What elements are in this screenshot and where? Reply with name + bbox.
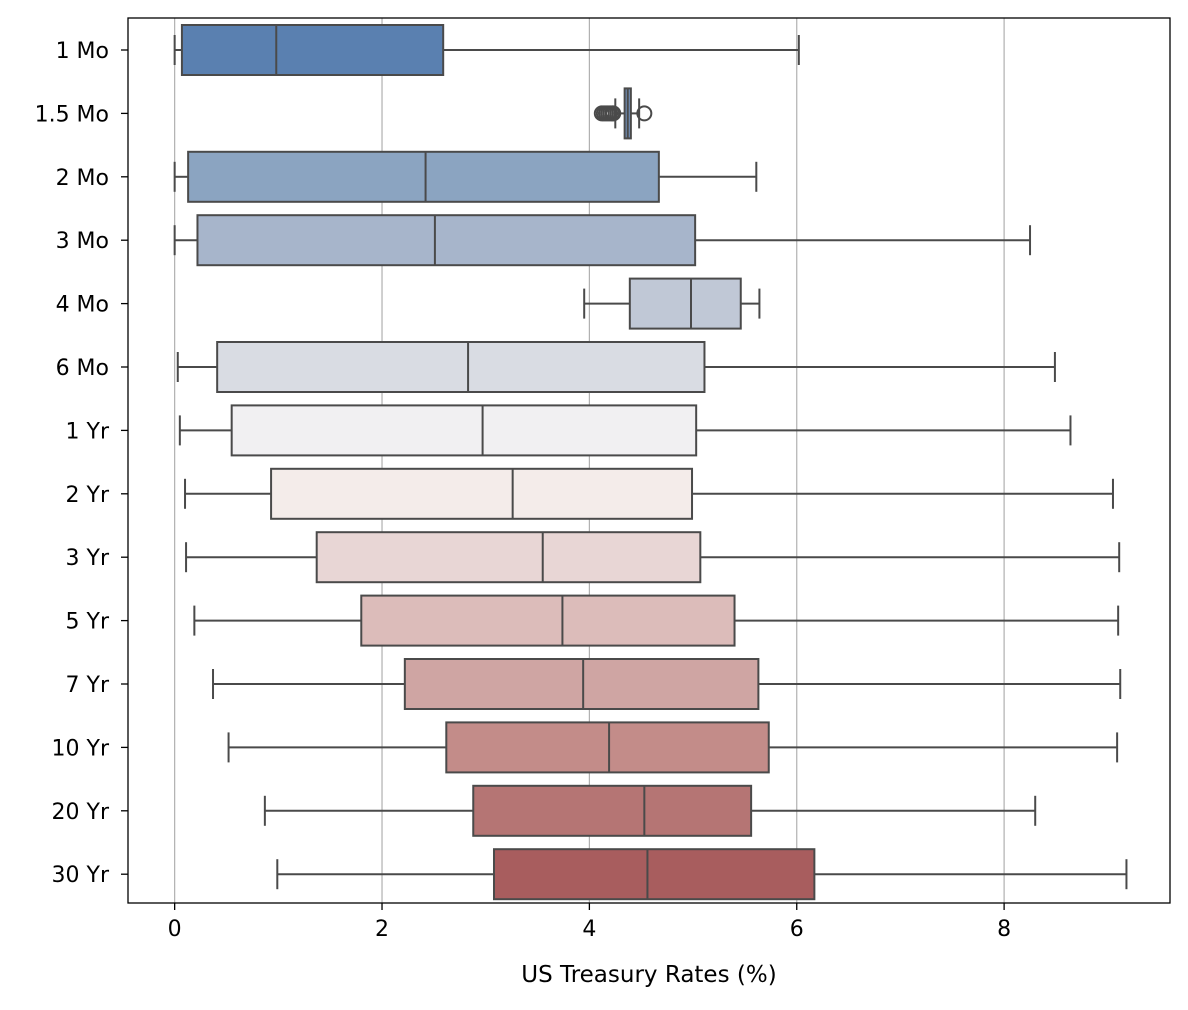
y-tick-label: 7 Yr xyxy=(66,673,110,698)
box-30-yr xyxy=(276,848,1128,901)
box-1-yr xyxy=(178,404,1072,457)
y-tick-label: 10 Yr xyxy=(52,736,110,761)
y-tick-label: 1 Mo xyxy=(56,39,109,64)
x-tick-label: 8 xyxy=(997,917,1011,942)
box-10-yr xyxy=(227,721,1119,774)
box-1-5-mo xyxy=(593,87,653,140)
box-iqr xyxy=(445,721,770,774)
box-7-yr xyxy=(212,658,1122,710)
y-tick-label: 2 Yr xyxy=(66,483,110,508)
y-tick-label: 4 Mo xyxy=(56,293,109,318)
x-tick-label: 4 xyxy=(582,917,596,942)
box-1-mo xyxy=(173,24,800,76)
box-iqr xyxy=(492,848,816,901)
x-tick-label: 2 xyxy=(375,917,389,942)
box-20-yr xyxy=(263,784,1037,837)
box-5-yr xyxy=(193,594,1120,647)
x-tick-layer: 0 2 4 6 8 xyxy=(168,903,1011,942)
y-tick-label: 1 Yr xyxy=(66,419,110,444)
box-2-mo xyxy=(173,150,758,203)
y-tick-label: 3 Yr xyxy=(66,546,110,571)
box-iqr xyxy=(270,467,694,520)
x-axis-label: US Treasury Rates (%) xyxy=(521,962,776,988)
y-tick-label: 2 Mo xyxy=(56,166,109,191)
box-iqr xyxy=(360,594,736,647)
box-layer xyxy=(173,24,1128,901)
box-iqr xyxy=(403,658,760,710)
outlier-point xyxy=(605,105,622,122)
box-iqr xyxy=(180,24,445,76)
y-tick-label: 6 Mo xyxy=(56,356,109,381)
x-tick-label: 6 xyxy=(790,917,804,942)
x-tick-label: 0 xyxy=(168,917,182,942)
box-iqr xyxy=(196,214,697,267)
box-iqr xyxy=(628,277,742,330)
y-tick-layer: 1 Mo 1.5 Mo 2 Mo 3 Mo 4 Mo 6 Mo 1 Yr 2 Yr 3 Yr 5 … xyxy=(35,39,128,888)
y-tick-label: 5 Yr xyxy=(66,610,110,635)
y-tick-label: 1.5 Mo xyxy=(35,102,109,127)
box-iqr xyxy=(230,404,698,457)
box-4-mo xyxy=(583,277,761,330)
box-3-yr xyxy=(185,531,1121,584)
box-iqr xyxy=(216,341,706,393)
box-iqr xyxy=(187,150,660,203)
y-tick-label: 20 Yr xyxy=(52,800,110,825)
box-6-mo xyxy=(176,341,1056,393)
box-iqr xyxy=(472,784,753,837)
box-iqr xyxy=(315,531,702,584)
plot-frame xyxy=(127,17,1171,904)
y-tick-label: 30 Yr xyxy=(52,863,110,888)
y-tick-label: 3 Mo xyxy=(56,229,109,254)
outlier-point xyxy=(636,105,653,122)
box-3-mo xyxy=(173,214,1032,267)
box-2-yr xyxy=(184,467,1114,520)
